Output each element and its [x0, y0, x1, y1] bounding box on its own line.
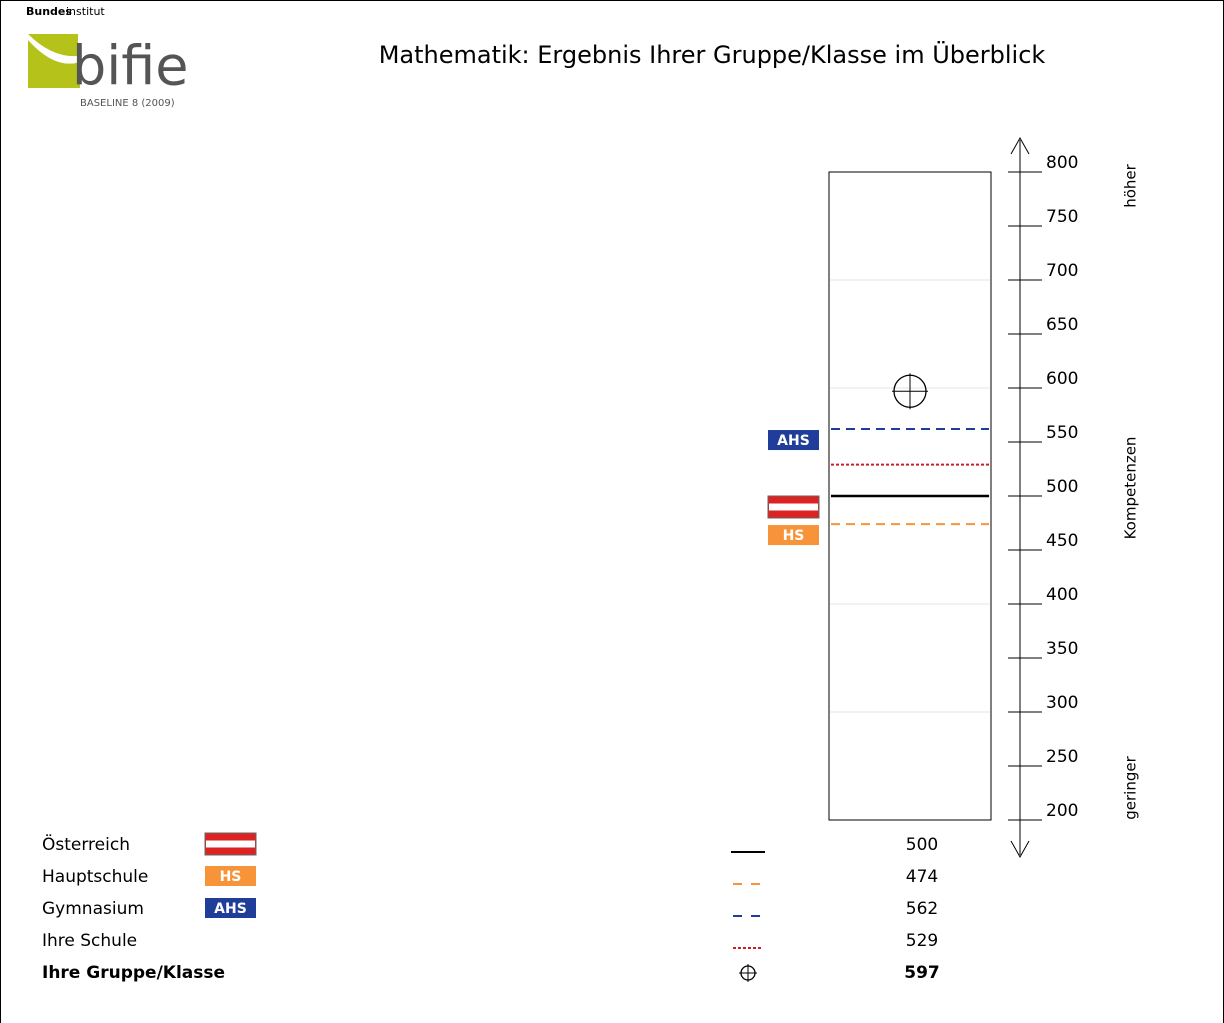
legend-value: 562 — [906, 899, 938, 919]
logo-swoosh — [28, 40, 80, 88]
y-tick-label: 550 — [1046, 423, 1078, 443]
y-tick-label: 650 — [1046, 315, 1078, 335]
legend-value: 597 — [904, 963, 940, 983]
legend-crosshair — [739, 964, 757, 982]
y-tick-label: 700 — [1046, 261, 1078, 281]
badge-label: AHS — [214, 901, 247, 917]
logo-brand: institut — [66, 5, 105, 18]
logo-name: bifie — [72, 35, 189, 98]
badge-label: AHS — [777, 433, 810, 449]
axis-label: Kompetenzen — [1122, 437, 1140, 540]
badge-label: HS — [783, 528, 805, 544]
scale-box — [828, 171, 992, 821]
axis-arrow — [1010, 840, 1030, 859]
y-tick-label: 500 — [1046, 477, 1078, 497]
y-tick-label: 600 — [1046, 369, 1078, 389]
y-tick-label: 350 — [1046, 639, 1078, 659]
axis-label: geringer — [1122, 755, 1140, 819]
y-tick-label: 800 — [1046, 153, 1078, 173]
badge-flag-stripe — [769, 503, 818, 511]
badge-label: HS — [220, 869, 242, 885]
axis-label: höher — [1122, 163, 1140, 207]
y-tick-label: 400 — [1046, 585, 1078, 605]
legend-name: Gymnasium — [42, 899, 144, 919]
y-tick-label: 750 — [1046, 207, 1078, 227]
badge — [205, 866, 256, 886]
logo-brand-bold: Bundes — [26, 5, 72, 18]
logo-swoosh — [28, 34, 78, 57]
axis-arrow — [1010, 136, 1030, 155]
badge — [768, 430, 819, 451]
legend-name: Österreich — [42, 833, 130, 855]
legend-value: 500 — [906, 835, 938, 855]
badge-flag-stripe — [206, 840, 255, 848]
logo: Bundes institut bifie BASELINE 8 (2009) — [26, 5, 189, 109]
badge — [205, 898, 256, 918]
legend-value: 529 — [906, 931, 938, 951]
y-tick-label: 300 — [1046, 693, 1078, 713]
legend-name: Hauptschule — [42, 867, 148, 887]
legend-value: 474 — [906, 867, 938, 887]
logo-edition: BASELINE 8 (2009) — [80, 98, 175, 109]
y-tick-label: 200 — [1046, 801, 1078, 821]
y-tick-label: 450 — [1046, 531, 1078, 551]
legend-name: Ihre Schule — [42, 931, 137, 951]
crosshair-marker — [892, 373, 928, 410]
badge — [768, 525, 819, 546]
y-tick-label: 250 — [1046, 747, 1078, 767]
legend-name: Ihre Gruppe/Klasse — [42, 963, 225, 983]
chart-title: Mathematik: Ergebnis Ihrer Gruppe/Klasse… — [379, 40, 1046, 69]
